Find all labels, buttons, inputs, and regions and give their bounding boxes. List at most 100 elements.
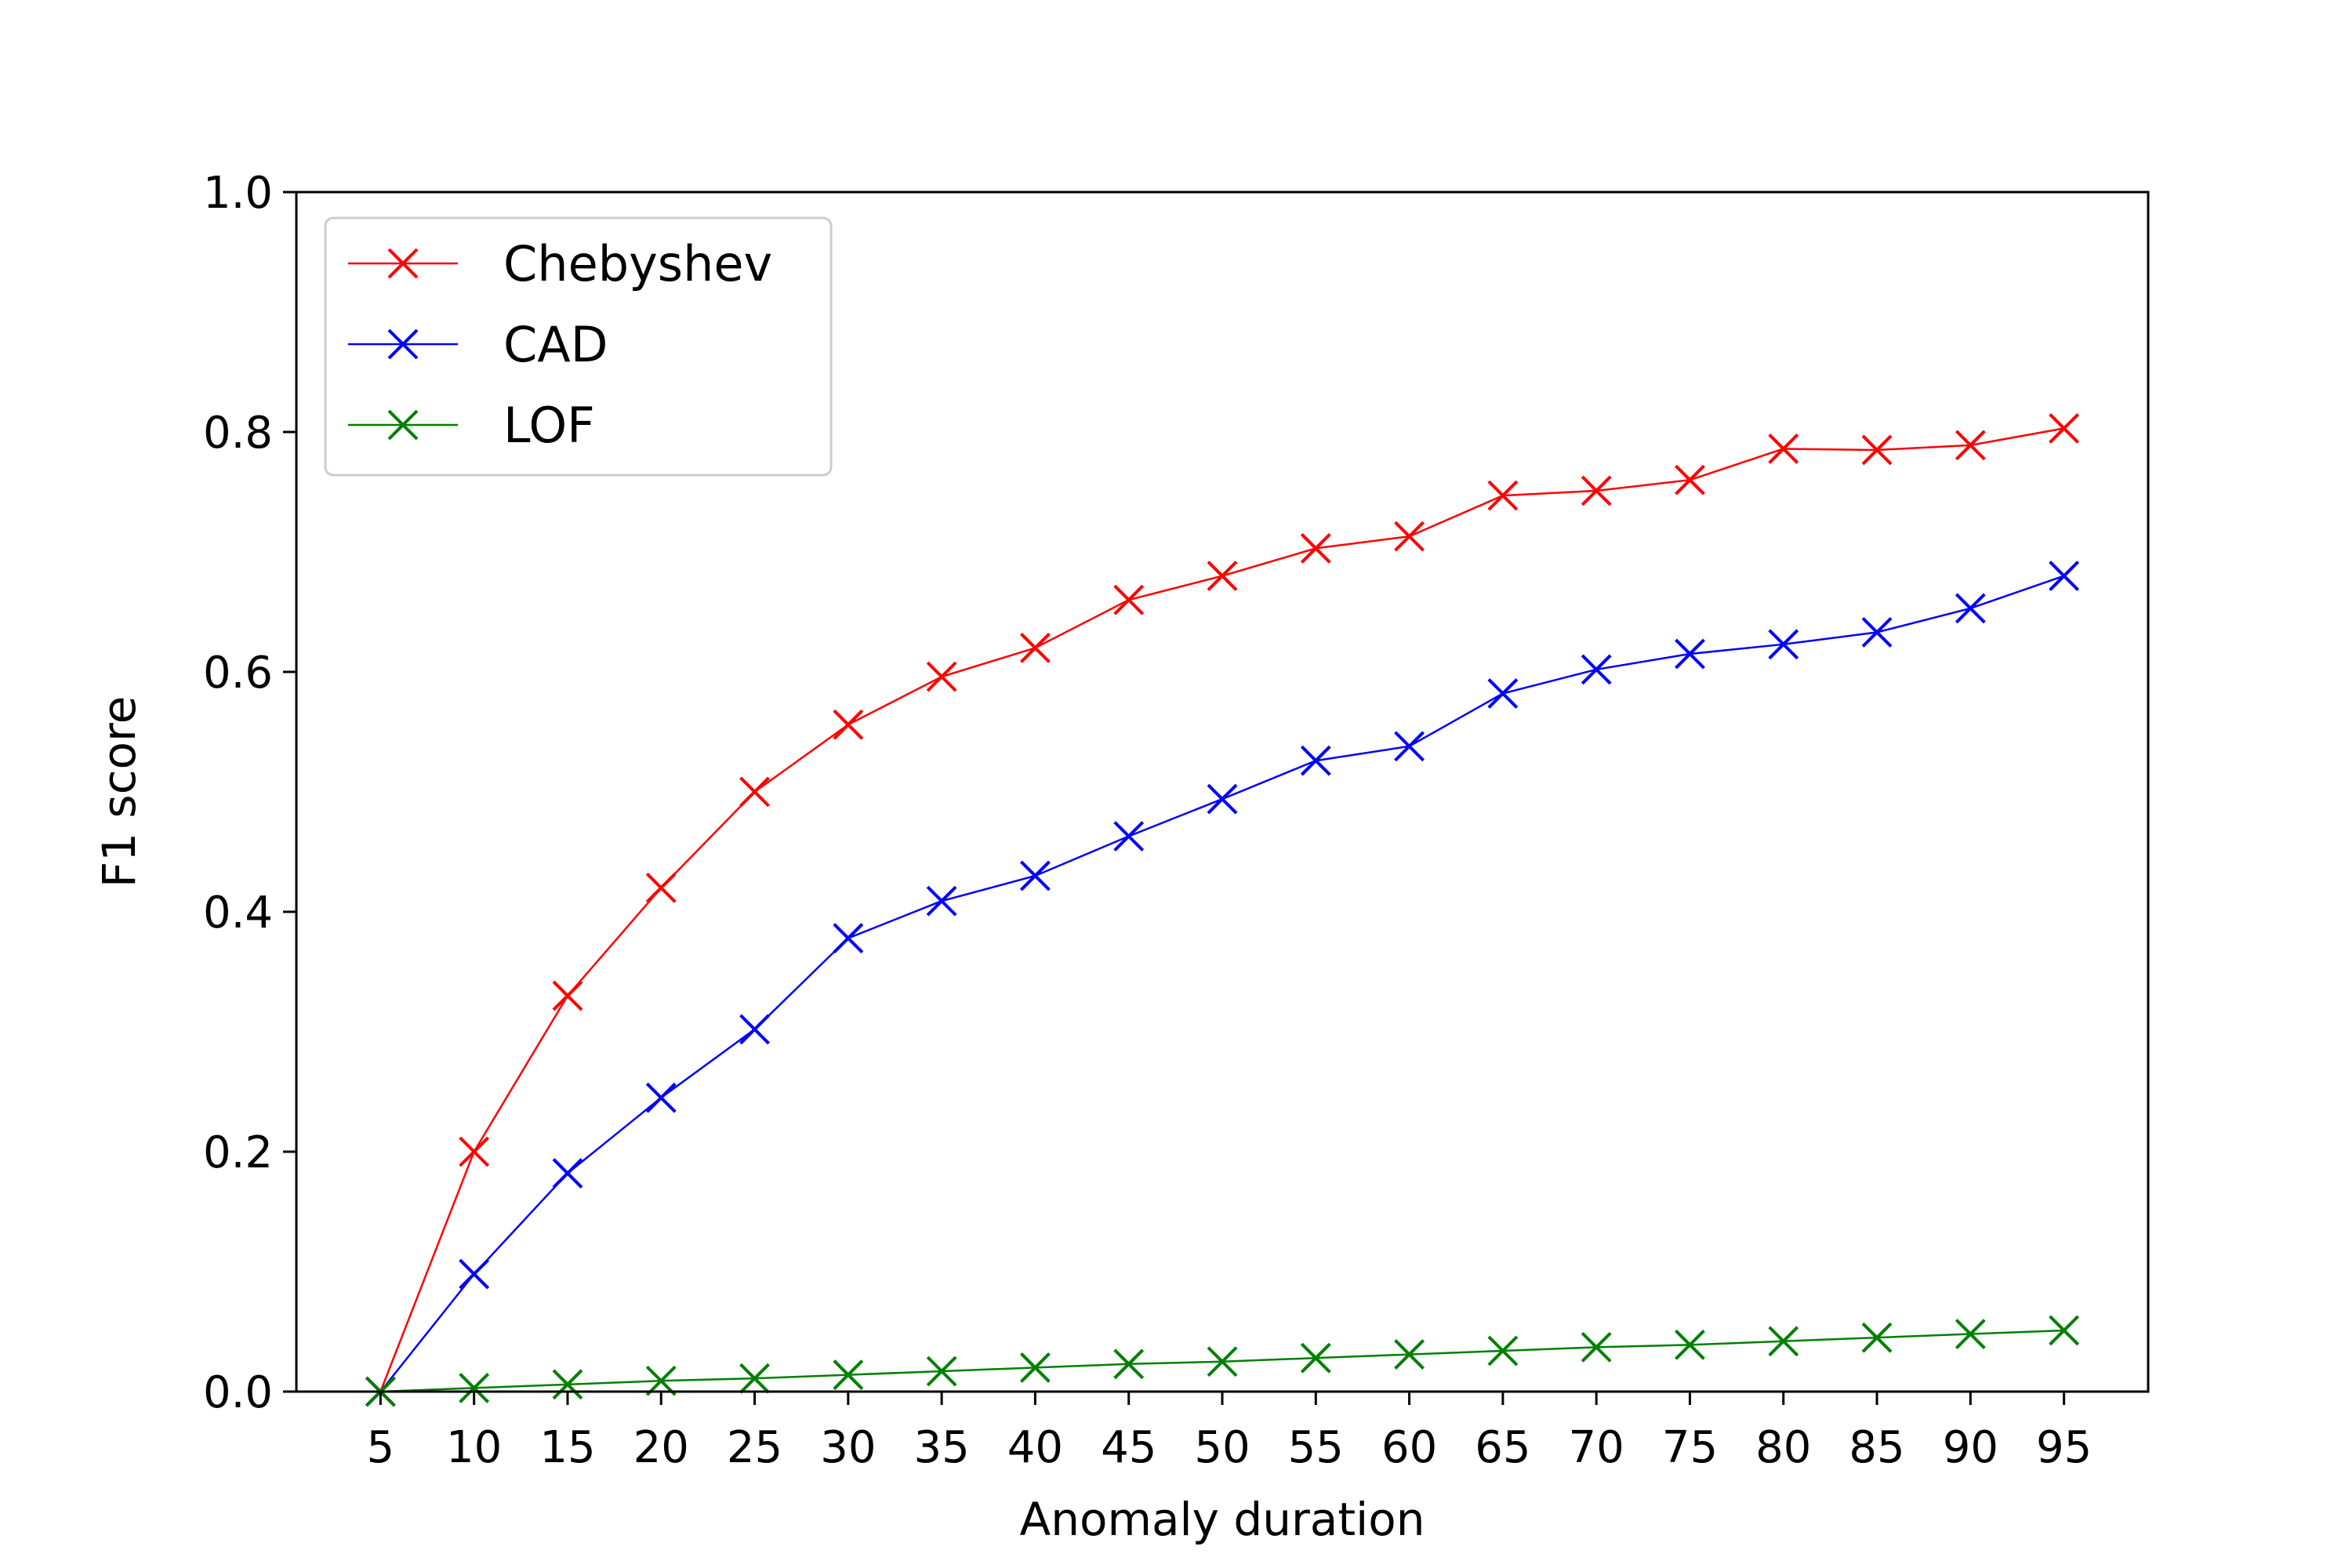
- marker-stroke: [1955, 593, 1986, 624]
- marker-stroke: [1581, 654, 1612, 685]
- x-tick-label: 35: [913, 1422, 969, 1473]
- x-tick-label: 50: [1194, 1422, 1250, 1473]
- data-point-cad: [2049, 561, 2080, 592]
- marker-stroke: [387, 328, 419, 360]
- data-point-cad: [1394, 731, 1425, 762]
- data-point-chebyshev: [1113, 584, 1145, 615]
- x-tick-label: 5: [367, 1422, 395, 1473]
- marker-stroke: [926, 661, 957, 692]
- marker-stroke: [387, 409, 419, 441]
- y-tick-label: 0.8: [203, 408, 273, 459]
- legend-marker-lof: [387, 409, 419, 441]
- marker-stroke: [1861, 617, 1893, 648]
- data-point-cad: [1675, 638, 1705, 670]
- legend: Chebyshev CAD LOF: [324, 216, 833, 477]
- legend-label-cad: CAD: [503, 316, 608, 373]
- data-point-lof: [1300, 1342, 1331, 1374]
- marker-stroke: [459, 1258, 490, 1290]
- data-point-cad: [645, 1082, 677, 1113]
- marker-stroke: [552, 1369, 583, 1400]
- data-point-cad: [739, 1014, 770, 1045]
- data-point-cad: [1487, 678, 1519, 709]
- data-point-cad: [1768, 629, 1799, 660]
- data-point-chebyshev: [645, 872, 677, 903]
- data-point-chebyshev: [1019, 632, 1051, 663]
- marker-stroke: [1955, 1319, 1986, 1349]
- x-tick-label: 30: [820, 1422, 876, 1473]
- marker-stroke: [1487, 1335, 1519, 1367]
- x-tick-label: 75: [1662, 1422, 1718, 1473]
- data-point-lof: [1207, 1346, 1238, 1377]
- marker-stroke: [1861, 1322, 1893, 1353]
- x-tick-label: 80: [1755, 1422, 1811, 1473]
- data-point-cad: [1019, 860, 1051, 891]
- data-point-lof: [1581, 1331, 1612, 1363]
- data-point-lof: [1675, 1329, 1705, 1360]
- data-point-chebyshev: [552, 980, 583, 1011]
- x-tick-label: 15: [539, 1422, 595, 1473]
- marker-stroke: [2049, 412, 2080, 444]
- marker-stroke: [739, 776, 770, 808]
- legend-entry-lof: LOF: [348, 397, 595, 454]
- y-axis-label: F1 score: [93, 696, 146, 888]
- marker-stroke: [1394, 731, 1425, 762]
- marker-stroke: [1207, 1346, 1238, 1377]
- marker-stroke: [387, 248, 419, 279]
- data-point-chebyshev: [926, 661, 957, 692]
- x-tick-label: 55: [1288, 1422, 1344, 1473]
- data-point-cad: [1581, 654, 1612, 685]
- marker-stroke: [739, 1363, 770, 1394]
- data-point-cad: [926, 885, 957, 916]
- legend-marker-chebyshev: [387, 248, 419, 279]
- marker-stroke: [1113, 584, 1145, 615]
- data-point-lof: [1019, 1352, 1051, 1383]
- data-point-chebyshev: [1581, 475, 1612, 506]
- marker-stroke: [1675, 464, 1705, 495]
- marker-stroke: [1487, 678, 1519, 709]
- x-tick-label: 25: [727, 1422, 782, 1473]
- marker-stroke: [1019, 860, 1051, 891]
- legend-entry-chebyshev: Chebyshev: [348, 235, 772, 292]
- x-tick-label: 65: [1475, 1422, 1530, 1473]
- data-point-lof: [1861, 1322, 1893, 1353]
- data-point-cad: [1207, 783, 1238, 815]
- legend-label-chebyshev: Chebyshev: [503, 235, 772, 292]
- x-tick-label: 10: [446, 1422, 502, 1473]
- data-point-chebyshev: [1955, 430, 1986, 461]
- marker-stroke: [1581, 1331, 1612, 1363]
- data-point-lof: [1394, 1339, 1425, 1370]
- data-point-lof: [833, 1359, 864, 1390]
- marker-stroke: [833, 923, 864, 954]
- data-point-cad: [459, 1258, 490, 1290]
- marker-stroke: [739, 1014, 770, 1045]
- data-point-chebyshev: [1675, 464, 1705, 495]
- x-tick-label: 60: [1381, 1422, 1437, 1473]
- data-point-cad: [1861, 617, 1893, 648]
- data-point-lof: [1768, 1326, 1799, 1357]
- data-point-chebyshev: [1300, 532, 1331, 564]
- data-point-cad: [1300, 745, 1331, 776]
- y-tick-label: 0.0: [203, 1367, 273, 1418]
- marker-stroke: [645, 1082, 677, 1113]
- data-point-cad: [1955, 593, 1986, 624]
- y-tick-label: 0.2: [203, 1127, 273, 1178]
- data-point-lof: [459, 1372, 490, 1403]
- data-point-chebyshev: [833, 709, 864, 740]
- x-tick-label: 85: [1849, 1422, 1904, 1473]
- data-point-chebyshev: [1861, 434, 1893, 466]
- marker-stroke: [645, 1365, 677, 1396]
- x-tick-label: 40: [1007, 1422, 1063, 1473]
- y-tick-label: 0.6: [203, 648, 273, 699]
- data-point-lof: [1113, 1348, 1145, 1380]
- marker-stroke: [1768, 434, 1799, 464]
- marker-stroke: [1300, 1342, 1331, 1374]
- data-point-lof: [739, 1363, 770, 1394]
- marker-stroke: [1113, 1348, 1145, 1380]
- legend-label-lof: LOF: [503, 397, 595, 454]
- marker-stroke: [1300, 532, 1331, 564]
- marker-stroke: [1675, 638, 1705, 670]
- x-tick-label: 95: [2036, 1422, 2092, 1473]
- marker-stroke: [1675, 1329, 1705, 1360]
- marker-stroke: [645, 872, 677, 903]
- marker-stroke: [926, 1356, 957, 1387]
